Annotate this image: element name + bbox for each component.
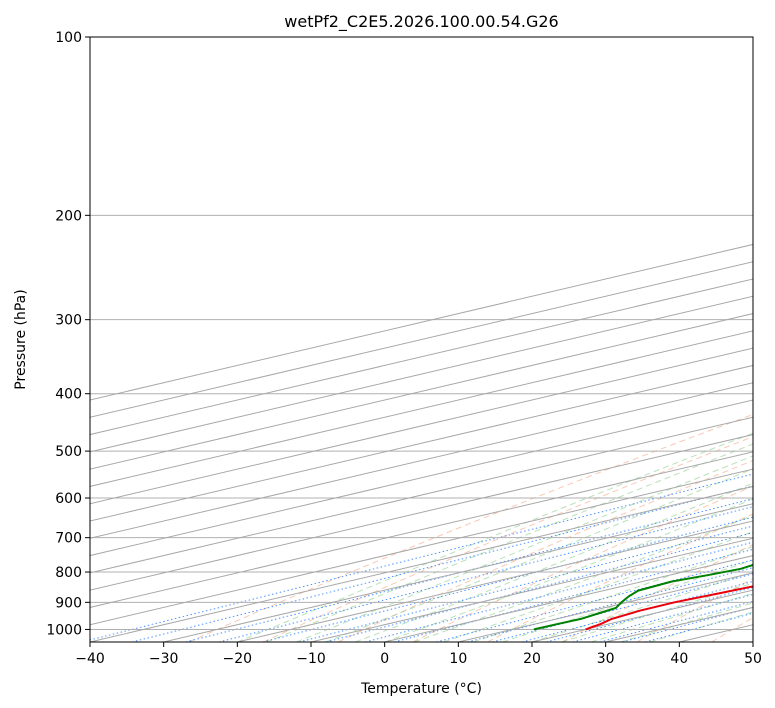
moist-adiabat (561, 582, 753, 642)
mixing-ratio-lines (90, 473, 753, 642)
moist-adiabat (355, 482, 753, 642)
isotherms (90, 243, 753, 642)
x-tick-label: 30 (597, 651, 615, 667)
isotherm-line (90, 313, 753, 470)
y-tick-label: 1000 (46, 622, 82, 638)
isotherm-line (90, 278, 753, 436)
y-tick-label: 900 (55, 595, 82, 611)
moist-adiabat (296, 455, 753, 642)
y-tick-label: 100 (55, 30, 82, 46)
x-axis: −40 −30 −20 −10 0 10 20 30 40 50 (75, 642, 762, 667)
dry-adiabat (263, 436, 753, 642)
x-tick-label: −40 (75, 651, 105, 667)
isotherm-line (90, 243, 753, 401)
dry-adiabat (711, 617, 753, 642)
x-tick-label: −20 (223, 651, 253, 667)
isobars (90, 37, 753, 630)
isotherm-line (90, 485, 753, 642)
x-tick-label: −30 (149, 651, 179, 667)
mixing-ratio-line (436, 559, 753, 642)
isotherm-line (310, 537, 753, 642)
isotherm-line (752, 641, 753, 642)
isotherm-line (237, 520, 753, 642)
mixing-ratio-line (645, 612, 753, 642)
isotherm-line (458, 572, 753, 642)
isotherm-line (90, 434, 753, 591)
y-tick-label: 800 (55, 565, 82, 581)
mixing-ratio-line (572, 593, 753, 642)
mixing-ratio-line (546, 587, 753, 642)
dry-adiabat (487, 513, 753, 642)
isotherm-line (90, 295, 753, 453)
isotherm-line (679, 624, 753, 642)
y-tick-label: 600 (55, 491, 82, 507)
chart-title: wetPf2_C2E5.2026.100.00.54.G26 (284, 12, 558, 32)
x-tick-label: 50 (744, 651, 762, 667)
isotherm-line (90, 399, 753, 557)
y-tick-label: 500 (55, 444, 82, 460)
dry-adiabat (636, 578, 753, 642)
dry-adiabats (188, 413, 753, 642)
x-tick-label: 40 (670, 651, 688, 667)
isotherm-line (90, 347, 753, 505)
y-tick-label: 700 (55, 531, 82, 547)
isotherm-line (90, 468, 753, 626)
moist-adiabat (413, 514, 753, 642)
moist-adiabat (266, 443, 753, 642)
moist-adiabat (649, 611, 753, 642)
x-tick-label: 10 (449, 651, 467, 667)
dewpoint-profile (533, 563, 753, 631)
isotherm-line (90, 364, 753, 522)
dry-adiabat (337, 459, 753, 642)
mixing-ratio-line (131, 485, 753, 642)
x-tick-label: −10 (296, 651, 326, 667)
plot-area: -100-90-80-70-60-50-40-30-20-10010203040… (90, 37, 753, 642)
moist-adiabats (237, 432, 753, 642)
mixing-ratio-line (394, 548, 753, 642)
moist-adiabat (531, 571, 753, 642)
isotherm-line (163, 503, 753, 642)
y-tick-label: 200 (55, 208, 82, 224)
moist-adiabat (325, 468, 753, 642)
moist-adiabat (237, 432, 753, 642)
temperature-profile (585, 585, 753, 631)
y-tick-label: 400 (55, 387, 82, 403)
isotherm-line (90, 451, 753, 608)
isotherm-line (90, 261, 753, 418)
isotherm-line (90, 416, 753, 574)
plot-frame (89, 36, 754, 643)
y-tick-label: 300 (55, 313, 82, 329)
moist-adiabat (384, 498, 753, 642)
isotherm-line (90, 382, 753, 539)
isotherm-line (605, 606, 753, 642)
profiles (533, 563, 753, 631)
mixing-ratio-line (90, 473, 753, 641)
dry-adiabat (412, 485, 753, 642)
isotherm-line (90, 330, 753, 487)
x-tick-label: 0 (380, 651, 389, 667)
dry-adiabat (562, 544, 753, 642)
y-axis: 100 200 300 400 500 600 700 800 900 1000 (46, 30, 90, 638)
dry-adiabat (188, 413, 753, 642)
y-axis-label: Pressure (hPa) (13, 289, 29, 389)
x-tick-label: 20 (523, 651, 541, 667)
x-axis-label: Temperature (°C) (360, 681, 482, 697)
mixing-ratio-line (365, 541, 753, 642)
mixing-ratio-line (299, 525, 753, 642)
